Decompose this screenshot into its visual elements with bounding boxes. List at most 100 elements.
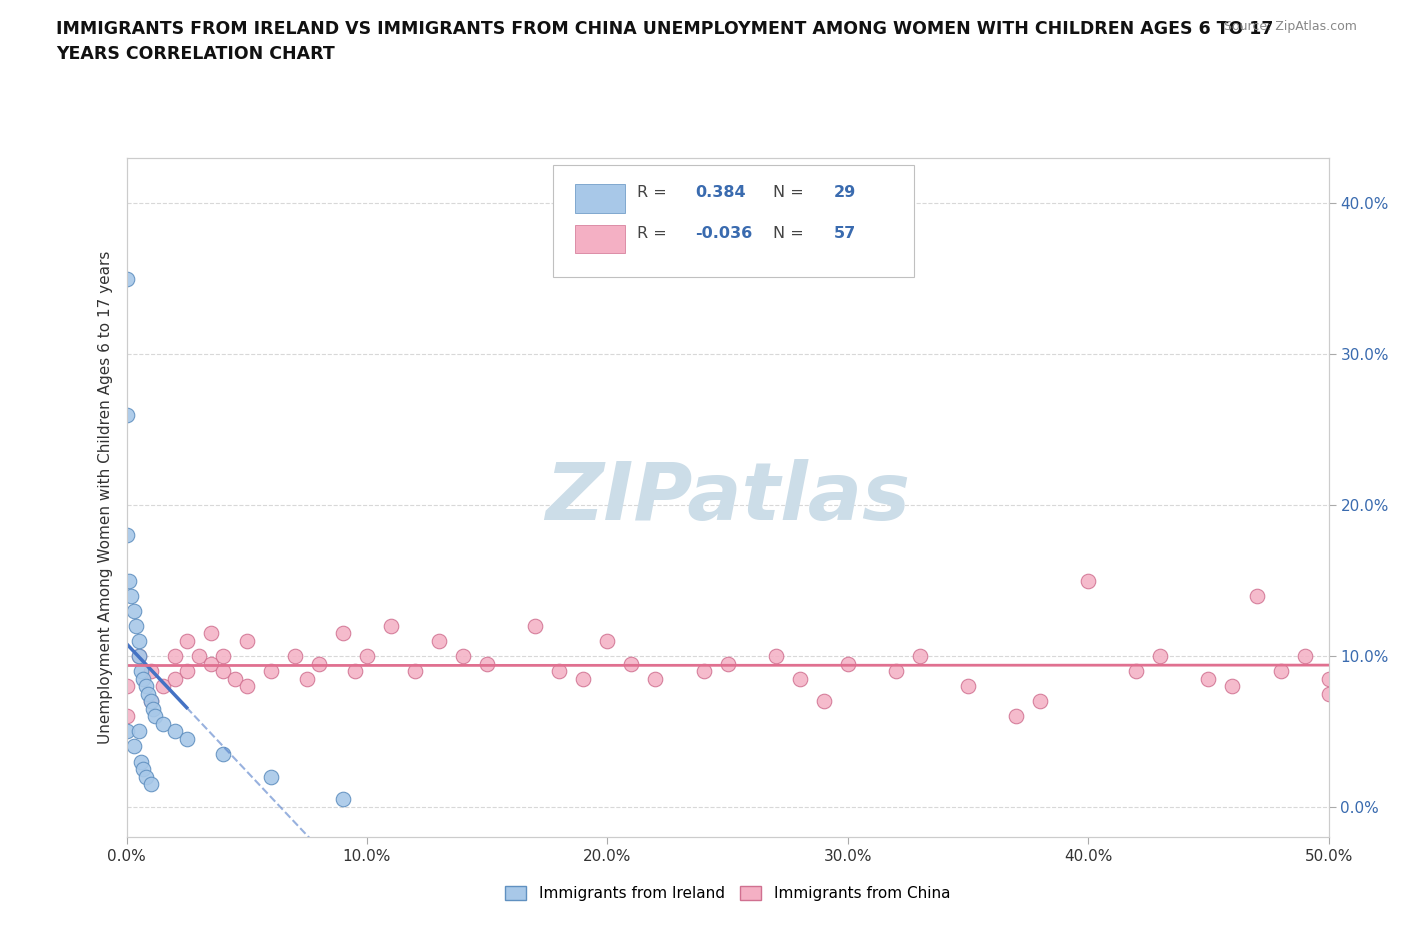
Point xyxy=(135,679,157,694)
Point xyxy=(1294,648,1316,663)
Text: 57: 57 xyxy=(834,226,856,241)
Point xyxy=(115,528,138,543)
Point xyxy=(176,633,198,648)
Point xyxy=(813,694,835,709)
Point xyxy=(122,739,145,754)
Point xyxy=(380,618,402,633)
Point xyxy=(332,791,354,806)
Point xyxy=(176,732,198,747)
Point xyxy=(332,626,354,641)
Point xyxy=(200,626,222,641)
Point xyxy=(128,648,150,663)
Point xyxy=(260,769,283,784)
Point xyxy=(1317,686,1340,701)
Point xyxy=(765,648,787,663)
Legend: Immigrants from Ireland, Immigrants from China: Immigrants from Ireland, Immigrants from… xyxy=(499,880,956,908)
Point xyxy=(135,769,157,784)
Point xyxy=(139,694,162,709)
Text: YEARS CORRELATION CHART: YEARS CORRELATION CHART xyxy=(56,45,335,62)
Point xyxy=(163,648,186,663)
Point xyxy=(128,648,150,663)
Point xyxy=(235,679,259,694)
Text: N =: N = xyxy=(773,185,804,200)
Point xyxy=(884,664,907,679)
Point xyxy=(142,701,165,716)
Text: -0.036: -0.036 xyxy=(695,226,752,241)
Point xyxy=(1222,679,1244,694)
Point xyxy=(115,407,138,422)
Point xyxy=(1270,664,1292,679)
Point xyxy=(128,724,150,738)
Point xyxy=(120,588,142,603)
Point xyxy=(451,648,474,663)
Point xyxy=(187,648,209,663)
Point xyxy=(644,671,666,686)
Point xyxy=(132,671,155,686)
Point xyxy=(163,724,186,738)
Point xyxy=(211,747,233,762)
Point xyxy=(956,679,979,694)
Point xyxy=(620,656,643,671)
Point xyxy=(716,656,740,671)
Point xyxy=(1029,694,1052,709)
Point xyxy=(356,648,378,663)
Point xyxy=(343,664,366,679)
Point xyxy=(308,656,330,671)
Point xyxy=(548,664,571,679)
Point xyxy=(115,272,138,286)
Point xyxy=(427,633,450,648)
FancyBboxPatch shape xyxy=(575,184,626,213)
Point xyxy=(404,664,426,679)
Point xyxy=(596,633,619,648)
Point xyxy=(1246,588,1268,603)
Point xyxy=(129,664,152,679)
Y-axis label: Unemployment Among Women with Children Ages 6 to 17 years: Unemployment Among Women with Children A… xyxy=(98,251,114,744)
Text: 0.384: 0.384 xyxy=(695,185,745,200)
Point xyxy=(1077,573,1099,588)
Text: N =: N = xyxy=(773,226,804,241)
Point xyxy=(115,679,138,694)
Point xyxy=(211,648,233,663)
Point xyxy=(118,573,141,588)
Point xyxy=(163,671,186,686)
Point xyxy=(1149,648,1171,663)
Text: Source: ZipAtlas.com: Source: ZipAtlas.com xyxy=(1223,20,1357,33)
Point xyxy=(908,648,931,663)
Point xyxy=(136,686,159,701)
Text: IMMIGRANTS FROM IRELAND VS IMMIGRANTS FROM CHINA UNEMPLOYMENT AMONG WOMEN WITH C: IMMIGRANTS FROM IRELAND VS IMMIGRANTS FR… xyxy=(56,20,1274,38)
Point xyxy=(284,648,307,663)
Point xyxy=(125,618,148,633)
Point xyxy=(1317,671,1340,686)
Point xyxy=(145,709,167,724)
Text: ZIPatlas: ZIPatlas xyxy=(546,458,910,537)
Point xyxy=(115,724,138,738)
Text: 29: 29 xyxy=(834,185,856,200)
Point xyxy=(132,762,155,777)
Point xyxy=(128,633,150,648)
Point xyxy=(139,777,162,791)
Point xyxy=(692,664,714,679)
Point xyxy=(837,656,859,671)
Point xyxy=(1005,709,1028,724)
Point xyxy=(122,604,145,618)
FancyBboxPatch shape xyxy=(575,225,626,254)
Point xyxy=(572,671,595,686)
Point xyxy=(139,664,162,679)
Point xyxy=(129,754,152,769)
Point xyxy=(789,671,811,686)
Text: R =: R = xyxy=(637,185,668,200)
Point xyxy=(152,679,174,694)
Point xyxy=(235,633,259,648)
Point xyxy=(176,664,198,679)
FancyBboxPatch shape xyxy=(554,165,914,277)
Point xyxy=(139,694,162,709)
Point xyxy=(152,716,174,731)
Point xyxy=(200,656,222,671)
Point xyxy=(211,664,233,679)
Point xyxy=(475,656,498,671)
Point xyxy=(524,618,547,633)
Point xyxy=(115,709,138,724)
Point xyxy=(224,671,246,686)
Point xyxy=(1125,664,1147,679)
Point xyxy=(295,671,318,686)
